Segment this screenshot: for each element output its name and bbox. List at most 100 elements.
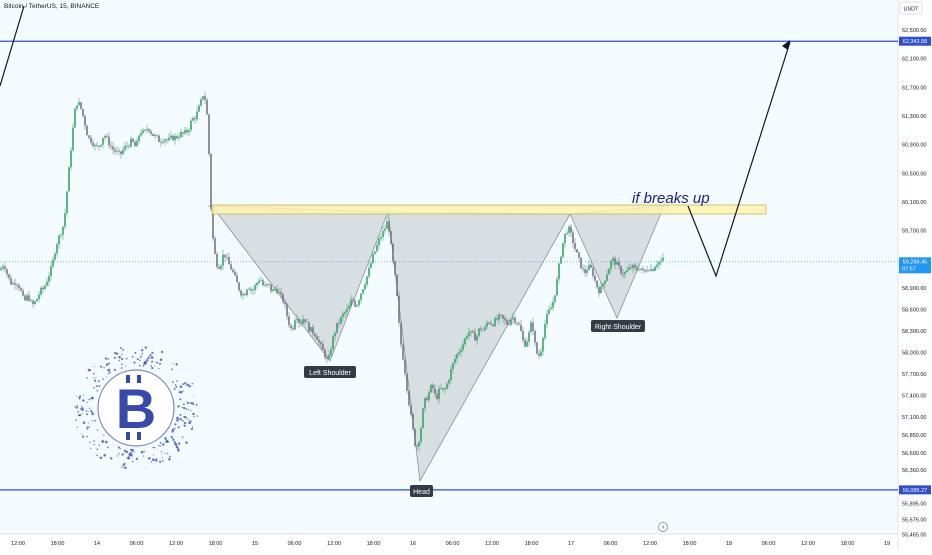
left-trend-line[interactable] <box>0 5 25 87</box>
candle-body <box>288 316 290 326</box>
projection-path[interactable] <box>687 41 791 278</box>
logo-particle <box>192 412 195 416</box>
price-tick-label: 58,900.00 <box>902 286 926 292</box>
candle-body <box>498 314 500 320</box>
candle-body <box>480 328 482 330</box>
logo-particle <box>151 366 154 370</box>
lightning-icon[interactable] <box>658 522 668 532</box>
logo-particle <box>86 426 89 429</box>
candle-body <box>46 281 48 286</box>
candle-body <box>204 96 206 100</box>
time-tick-label: 12:00 <box>485 541 499 547</box>
price-axis[interactable]: 62,500.00 62,100.00 61,700.00 61,300.00 60,9… <box>902 28 926 538</box>
logo-particle <box>150 365 153 367</box>
logo-particle <box>175 385 178 388</box>
candle-body <box>458 352 460 354</box>
candle-body <box>624 272 626 275</box>
logo-particle <box>176 416 179 420</box>
logo-particle <box>142 365 145 367</box>
candle-body <box>276 289 278 293</box>
candle-body <box>2 266 4 269</box>
time-axis[interactable]: 12:00 18:00 14 06:00 12:00 18:00 15 06:00 12:00 1… <box>11 541 890 547</box>
logo-particle <box>104 440 108 444</box>
candle-body <box>298 319 300 323</box>
candle-body <box>176 136 178 139</box>
price-tick-label: 55,895.00 <box>902 502 926 508</box>
logo-particle <box>191 426 194 428</box>
candle-body <box>90 137 92 143</box>
logo-particle <box>139 355 142 358</box>
candle-body <box>424 397 426 409</box>
logo-particle <box>104 357 108 360</box>
candle-body <box>364 284 366 290</box>
time-tick-label: 12:00 <box>327 541 341 547</box>
candle-body <box>330 349 332 355</box>
logo-particle <box>136 358 139 361</box>
logo-particle <box>93 366 95 368</box>
breakout-annotation[interactable]: if breaks up <box>632 190 710 207</box>
logo-particle <box>113 368 116 371</box>
candle-body <box>426 397 428 401</box>
left-shoulder-callout[interactable]: Left Shoulder <box>304 366 356 378</box>
logo-particle <box>96 429 99 431</box>
candle-body <box>512 317 514 320</box>
logo-particle <box>151 360 154 363</box>
logo-particle <box>94 420 97 422</box>
logo-particle <box>139 359 141 362</box>
logo-particle <box>149 354 152 357</box>
candle-body <box>606 274 608 281</box>
candle-body <box>140 133 142 136</box>
candle-body <box>554 295 556 302</box>
candle-body <box>302 319 304 324</box>
time-axis-background <box>0 534 898 550</box>
candle-body <box>580 257 582 269</box>
candle-body <box>32 300 34 304</box>
logo-particle <box>145 358 149 362</box>
logo-particle <box>88 422 90 424</box>
candle-body <box>532 322 534 331</box>
logo-ring <box>97 369 175 447</box>
candle-body <box>22 290 24 296</box>
candle-body <box>74 108 76 128</box>
candle-body <box>178 137 180 138</box>
candle-body <box>346 308 348 312</box>
price-tick-label: 56,360.00 <box>902 468 926 474</box>
candle-body <box>56 244 58 254</box>
candle-body <box>612 258 614 261</box>
logo-particle <box>186 401 190 405</box>
logo-particle <box>88 398 91 401</box>
candle-body <box>252 290 254 291</box>
logo-particle <box>96 448 99 451</box>
candle-body <box>316 336 318 340</box>
logo-particle <box>134 351 137 354</box>
candle-body <box>332 336 334 350</box>
logo-particle <box>160 350 164 354</box>
logo-particle <box>120 357 124 361</box>
logo-particle <box>85 410 88 412</box>
head-callout[interactable]: Head <box>410 485 433 497</box>
candle-body <box>526 341 528 347</box>
logo-particle <box>188 385 192 388</box>
currency-box[interactable] <box>899 1 923 15</box>
symbol-title[interactable]: Bitcoin / TetherUS, 15, BINANCE <box>4 3 100 10</box>
candle-body <box>462 344 464 350</box>
resistance-zone[interactable] <box>211 204 767 215</box>
candle-body <box>110 145 112 147</box>
logo-particle <box>93 420 95 422</box>
logo-particle <box>143 360 147 364</box>
price-tick-label: 60,100.00 <box>902 200 926 206</box>
time-tick-label: 06:00 <box>446 541 460 547</box>
logo-particle <box>179 417 182 421</box>
candle-body <box>446 383 448 389</box>
candle-body <box>572 232 574 244</box>
logo-particle <box>176 418 179 422</box>
candle-body <box>70 150 72 168</box>
logo-particle <box>97 380 100 383</box>
logo-particle <box>145 466 147 468</box>
right-shoulder-callout[interactable]: Right Shoulder <box>591 320 645 332</box>
price-tick-label: 57,700.00 <box>902 372 926 378</box>
logo-particle <box>190 427 194 431</box>
logo-particle <box>155 458 158 460</box>
